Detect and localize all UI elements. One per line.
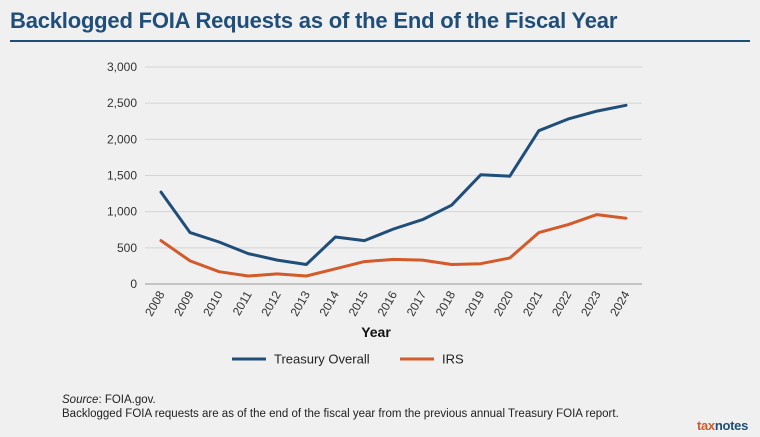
y-tick-label: 1,500 [107,169,137,183]
x-tick-label: 2016 [375,288,401,318]
gridlines [145,66,642,285]
x-tick-label: 2012 [258,288,284,318]
y-tick-label: 0 [130,277,137,291]
legend: Treasury Overall IRS [232,352,464,367]
y-tick-label: 3,000 [107,60,137,74]
x-tick-label: 2015 [346,288,372,318]
y-tick-label: 2,500 [107,96,137,110]
source-text: : FOIA.gov. [98,394,156,406]
y-tick-label: 2,000 [107,132,137,146]
x-tick-label: 2013 [287,288,313,318]
legend-label: Treasury Overall [274,352,370,367]
series-line-treasury-overall [159,103,628,266]
x-tick-label: 2017 [404,288,430,318]
series-lines [159,103,628,278]
x-tick-label: 2019 [462,288,488,318]
x-axis-ticks: 2008 2009 2010 2011 2012 2013 2014 2015 2016 2017… [142,288,633,318]
x-tick-label: 2022 [549,288,575,318]
x-tick-label: 2023 [578,288,604,318]
x-tick-label: 2008 [142,288,168,318]
x-tick-label: 2009 [171,288,197,318]
series-line-irs [159,213,628,278]
legend-label: IRS [442,352,464,367]
source-line: Source: FOIA.gov. [62,393,619,407]
page-title: Backlogged FOIA Requests as of the End o… [10,8,618,33]
x-tick-label: 2014 [316,288,342,318]
source-label: Source [62,394,99,406]
x-tick-label: 2021 [520,288,546,318]
title-divider [10,40,750,42]
x-tick-label: 2010 [200,288,226,318]
x-tick-label: 2011 [230,288,255,318]
y-axis-ticks: 0 500 1,000 1,500 2,000 2,500 3,000 [107,60,137,291]
x-tick-label: 2024 [607,288,633,318]
chart-footer: Source: FOIA.gov. Backlogged FOIA reques… [62,393,619,421]
x-tick-label: 2018 [433,288,459,318]
y-tick-label: 1,000 [107,205,137,219]
x-tick-label: 2020 [491,288,517,318]
y-tick-label: 500 [117,241,137,255]
taxnotes-logo: taxnotes [696,418,748,433]
footnote: Backlogged FOIA requests are as of the e… [62,408,619,420]
x-axis-title: Year [361,324,391,340]
